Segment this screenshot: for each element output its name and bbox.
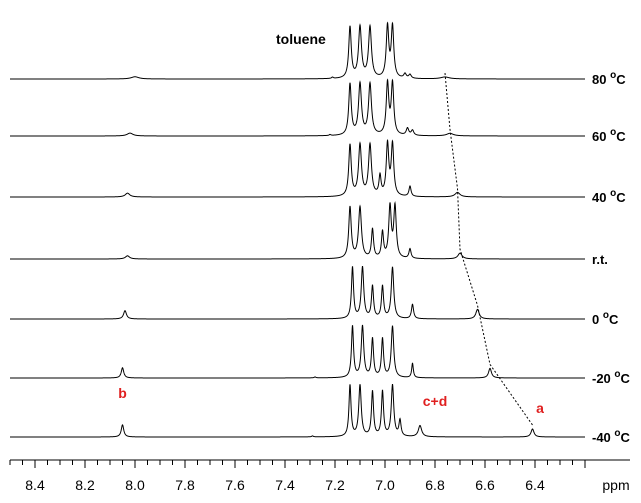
shift-guide-lines	[444, 73, 533, 426]
spectrum-trace-5	[10, 265, 585, 320]
x-tick-label-8-0: 8.0	[125, 477, 145, 493]
spectrum-trace-6	[10, 324, 585, 379]
x-axis: 8.4 8.2 8.0 7.8 7.6 7.4 7.2 7.0 6.8 6.6 6.4 ppm	[9, 459, 630, 493]
x-tick-label-7-0: 7.0	[375, 477, 395, 493]
temperature-label-4: r.t.	[592, 252, 608, 267]
x-tick-label-6-6: 6.6	[475, 477, 495, 493]
peak-labels: b c+d a	[118, 385, 544, 416]
temperature-label-6: -20 oC	[592, 369, 631, 386]
temperature-label-2: 60 oC	[592, 127, 626, 144]
temperature-label-7: -40 oC	[592, 428, 631, 445]
temperature-label-5: 0 oC	[592, 310, 619, 327]
temperature-label-3: 40 oC	[592, 188, 626, 205]
x-tick-label-7-2: 7.2	[325, 477, 345, 493]
x-tick-label-6-4: 6.4	[525, 477, 545, 493]
x-tick-label-8-4: 8.4	[25, 477, 45, 493]
spectrum-trace-7	[10, 383, 585, 438]
spectrum-trace-2	[10, 78, 585, 137]
spectrum-trace-4	[10, 200, 585, 260]
spectrum-trace-3	[10, 139, 585, 198]
x-tick-label-8-2: 8.2	[75, 477, 95, 493]
x-tick-label-7-8: 7.8	[175, 477, 195, 493]
x-tick-label-7-4: 7.4	[275, 477, 295, 493]
shift-guide-line	[444, 73, 533, 426]
peak-label-a: a	[536, 400, 544, 416]
spectrum-trace-1	[10, 21, 585, 80]
x-tick-label-6-8: 6.8	[425, 477, 445, 493]
temperature-labels: 80 oC 60 oC 40 oC r.t. 0 oC -20 oC -40 oC	[592, 70, 631, 445]
solvent-label-toluene: toluene	[276, 31, 326, 47]
x-tick-label-7-6: 7.6	[225, 477, 245, 493]
x-axis-label: ppm	[602, 477, 629, 493]
temperature-label-1: 80 oC	[592, 70, 626, 87]
peak-label-c-d: c+d	[423, 393, 448, 409]
spectra-traces	[10, 21, 585, 438]
peak-label-b: b	[118, 385, 127, 401]
